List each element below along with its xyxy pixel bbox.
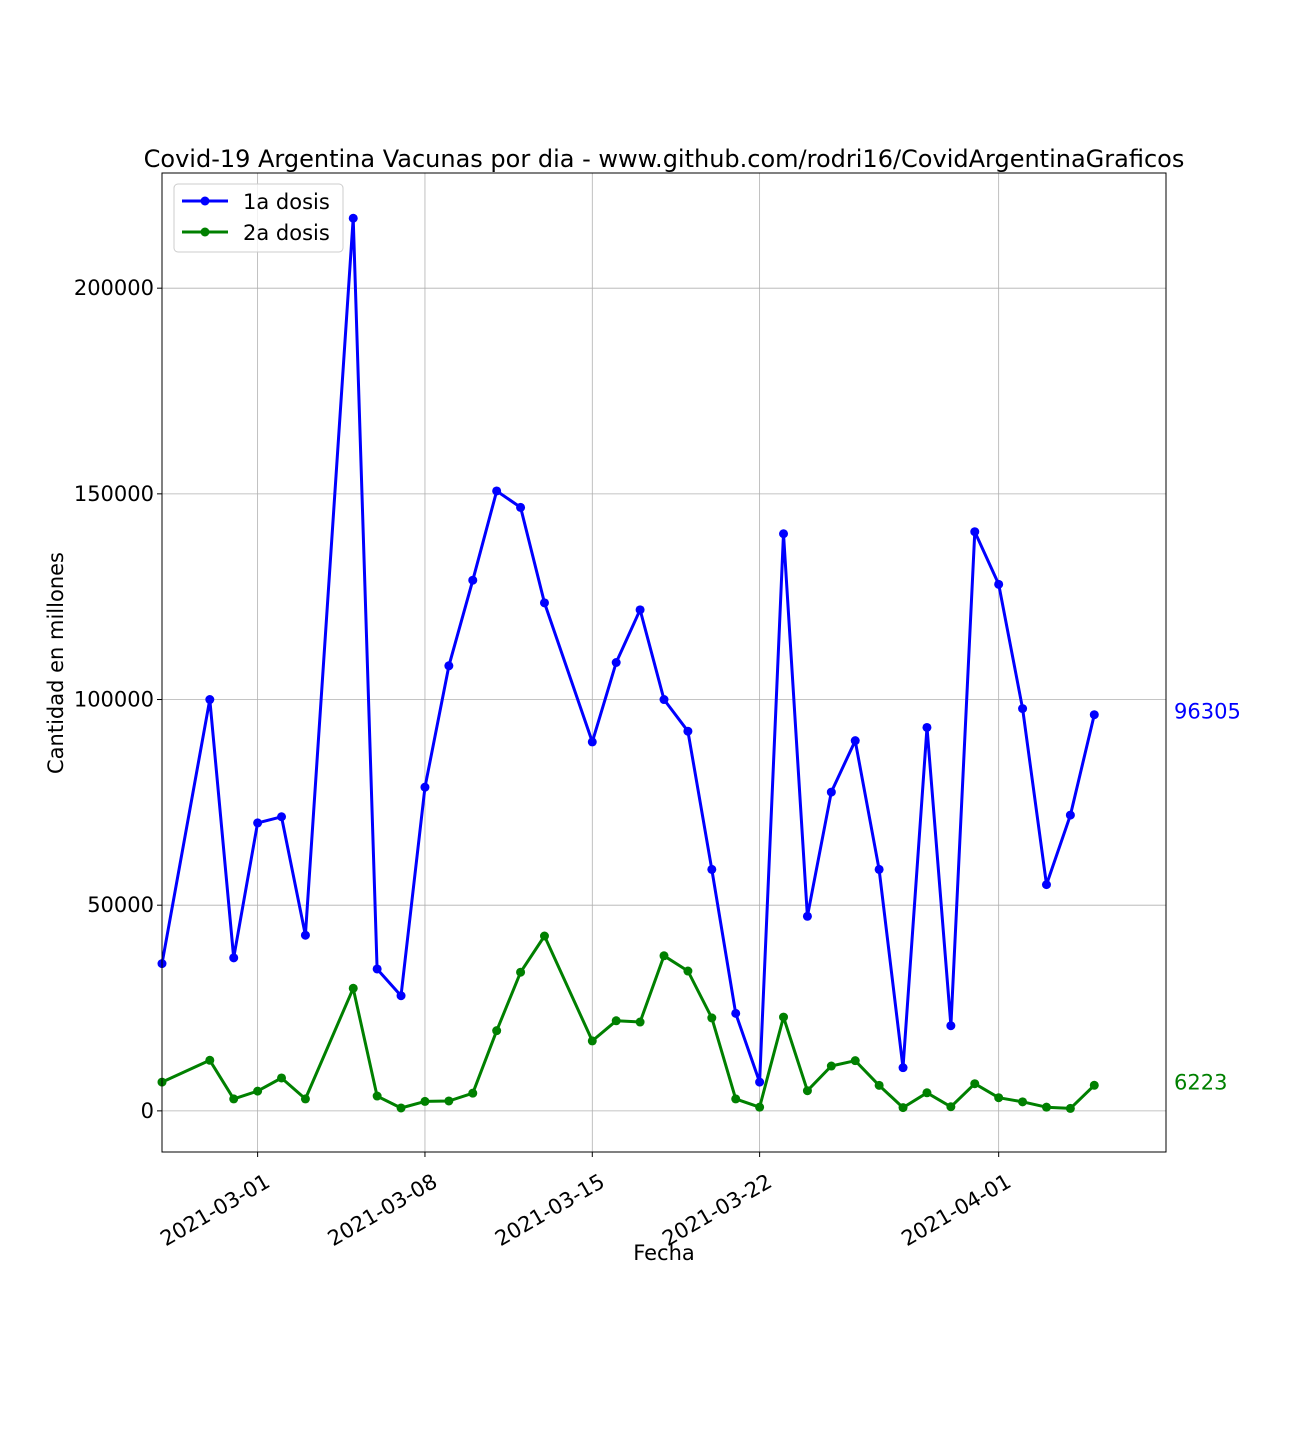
series-1 [157,213,1099,1087]
data-point [444,661,454,671]
data-point [205,1055,215,1065]
data-point [396,1103,406,1113]
data-point [1089,1080,1099,1090]
data-point [420,782,430,792]
data-point [1018,704,1028,714]
data-point [205,695,215,705]
data-point [946,1102,956,1112]
data-point [516,967,526,977]
data-point [970,527,980,537]
data-point [922,722,932,732]
data-point [683,726,693,736]
data-point [1089,710,1099,720]
legend-marker [200,227,210,237]
data-point [348,213,358,223]
legend-marker [200,196,210,206]
data-point [277,1073,287,1083]
last-value-label: 6223 [1174,1070,1227,1094]
data-point [348,983,358,993]
data-point [874,1080,884,1090]
last-value-label: 96305 [1174,700,1241,724]
data-point [468,575,478,585]
data-point [587,737,597,747]
data-point [492,486,502,496]
data-point [994,1093,1004,1103]
data-point [539,931,549,941]
data-point [850,736,860,746]
data-point [683,966,693,976]
y-tick-label: 200000 [74,276,154,300]
data-point [587,1036,597,1046]
legend: 1a dosis 2a dosis [173,183,344,253]
series-layer [157,213,1099,1113]
data-point [611,658,621,667]
data-point [1041,880,1051,890]
data-point [1065,1103,1075,1113]
grid-lines [162,173,1166,1152]
data-point [1018,1097,1028,1107]
data-point [300,930,310,940]
y-tick-label: 150000 [74,482,154,506]
y-tick-label: 0 [141,1099,154,1123]
data-point [970,1079,980,1089]
data-point [707,1013,717,1023]
data-point [444,1096,454,1106]
data-point [420,1096,430,1106]
legend-label: 2a dosis [243,221,330,245]
data-point [731,1008,741,1018]
chart-title: Covid-19 Argentina Vacunas por dia - www… [144,145,1185,173]
data-point [755,1077,765,1087]
data-point [1041,1102,1051,1112]
data-point [635,1017,645,1027]
data-point [850,1056,860,1066]
data-point [1065,810,1075,820]
plot-area-frame [161,172,1167,1153]
data-point [779,1012,789,1022]
data-point [659,951,669,961]
data-point [826,1061,836,1071]
data-point [253,818,263,828]
data-point [372,1091,382,1101]
data-point [659,695,669,705]
series-2 [157,931,1099,1113]
data-point [611,1016,621,1026]
data-point [468,1088,478,1098]
data-point [826,787,836,797]
data-point [994,579,1004,589]
legend-label: 1a dosis [243,190,330,214]
data-point [874,864,884,874]
data-point [779,529,789,539]
y-tick-label: 100000 [74,688,154,712]
data-point [253,1086,263,1096]
data-point [946,1021,956,1031]
data-point [802,1086,812,1096]
data-point [229,953,239,963]
data-point [731,1094,741,1104]
data-point [802,911,812,921]
last-value-labels: 96305 6223 [1174,700,1241,1095]
data-point [755,1102,765,1112]
data-point [516,502,526,512]
data-point [898,1063,908,1073]
y-axis-label: Cantidad en millones [44,552,68,774]
data-point [492,1026,502,1036]
data-point [898,1103,908,1113]
data-point [372,964,382,974]
y-tick-label: 50000 [87,893,154,917]
data-point [229,1094,239,1104]
data-point [396,991,406,1001]
data-point [300,1094,310,1104]
data-point [539,598,549,608]
data-point [277,812,287,822]
data-point [707,864,717,874]
x-axis-label: Fecha [633,1241,695,1265]
data-point [635,605,645,615]
data-point [922,1088,932,1098]
